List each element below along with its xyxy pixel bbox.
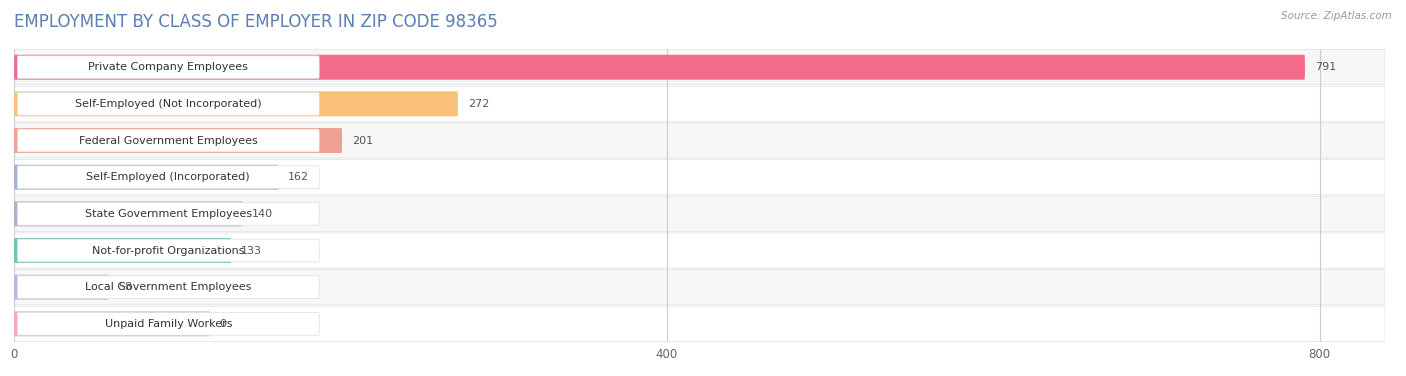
Text: 162: 162: [288, 172, 309, 182]
FancyBboxPatch shape: [14, 165, 278, 190]
Text: EMPLOYMENT BY CLASS OF EMPLOYER IN ZIP CODE 98365: EMPLOYMENT BY CLASS OF EMPLOYER IN ZIP C…: [14, 13, 498, 31]
FancyBboxPatch shape: [14, 50, 1385, 85]
Text: 201: 201: [352, 135, 373, 146]
Text: Federal Government Employees: Federal Government Employees: [79, 135, 257, 146]
FancyBboxPatch shape: [14, 306, 1385, 341]
FancyBboxPatch shape: [14, 238, 231, 263]
Text: 58: 58: [118, 282, 132, 292]
FancyBboxPatch shape: [17, 92, 319, 115]
FancyBboxPatch shape: [14, 123, 1385, 158]
FancyBboxPatch shape: [14, 311, 209, 336]
Text: 272: 272: [468, 99, 489, 109]
FancyBboxPatch shape: [14, 128, 342, 153]
FancyBboxPatch shape: [17, 56, 319, 79]
FancyBboxPatch shape: [14, 233, 1385, 268]
FancyBboxPatch shape: [14, 55, 1305, 80]
FancyBboxPatch shape: [14, 86, 1385, 121]
Text: Local Government Employees: Local Government Employees: [86, 282, 252, 292]
Text: 791: 791: [1315, 62, 1336, 72]
Text: Self-Employed (Incorporated): Self-Employed (Incorporated): [86, 172, 250, 182]
Text: Source: ZipAtlas.com: Source: ZipAtlas.com: [1281, 11, 1392, 21]
FancyBboxPatch shape: [17, 239, 319, 262]
Text: Unpaid Family Workers: Unpaid Family Workers: [104, 319, 232, 329]
FancyBboxPatch shape: [17, 203, 319, 225]
FancyBboxPatch shape: [14, 270, 1385, 305]
FancyBboxPatch shape: [14, 91, 458, 116]
Text: 140: 140: [252, 209, 273, 219]
Text: Private Company Employees: Private Company Employees: [89, 62, 249, 72]
Text: 133: 133: [240, 246, 262, 256]
Text: State Government Employees: State Government Employees: [84, 209, 252, 219]
FancyBboxPatch shape: [17, 129, 319, 152]
FancyBboxPatch shape: [14, 275, 108, 300]
FancyBboxPatch shape: [14, 196, 1385, 232]
FancyBboxPatch shape: [14, 202, 243, 226]
Text: Self-Employed (Not Incorporated): Self-Employed (Not Incorporated): [75, 99, 262, 109]
FancyBboxPatch shape: [17, 166, 319, 188]
FancyBboxPatch shape: [17, 276, 319, 299]
FancyBboxPatch shape: [14, 159, 1385, 195]
Text: 0: 0: [219, 319, 226, 329]
FancyBboxPatch shape: [17, 312, 319, 335]
Text: Not-for-profit Organizations: Not-for-profit Organizations: [91, 246, 245, 256]
